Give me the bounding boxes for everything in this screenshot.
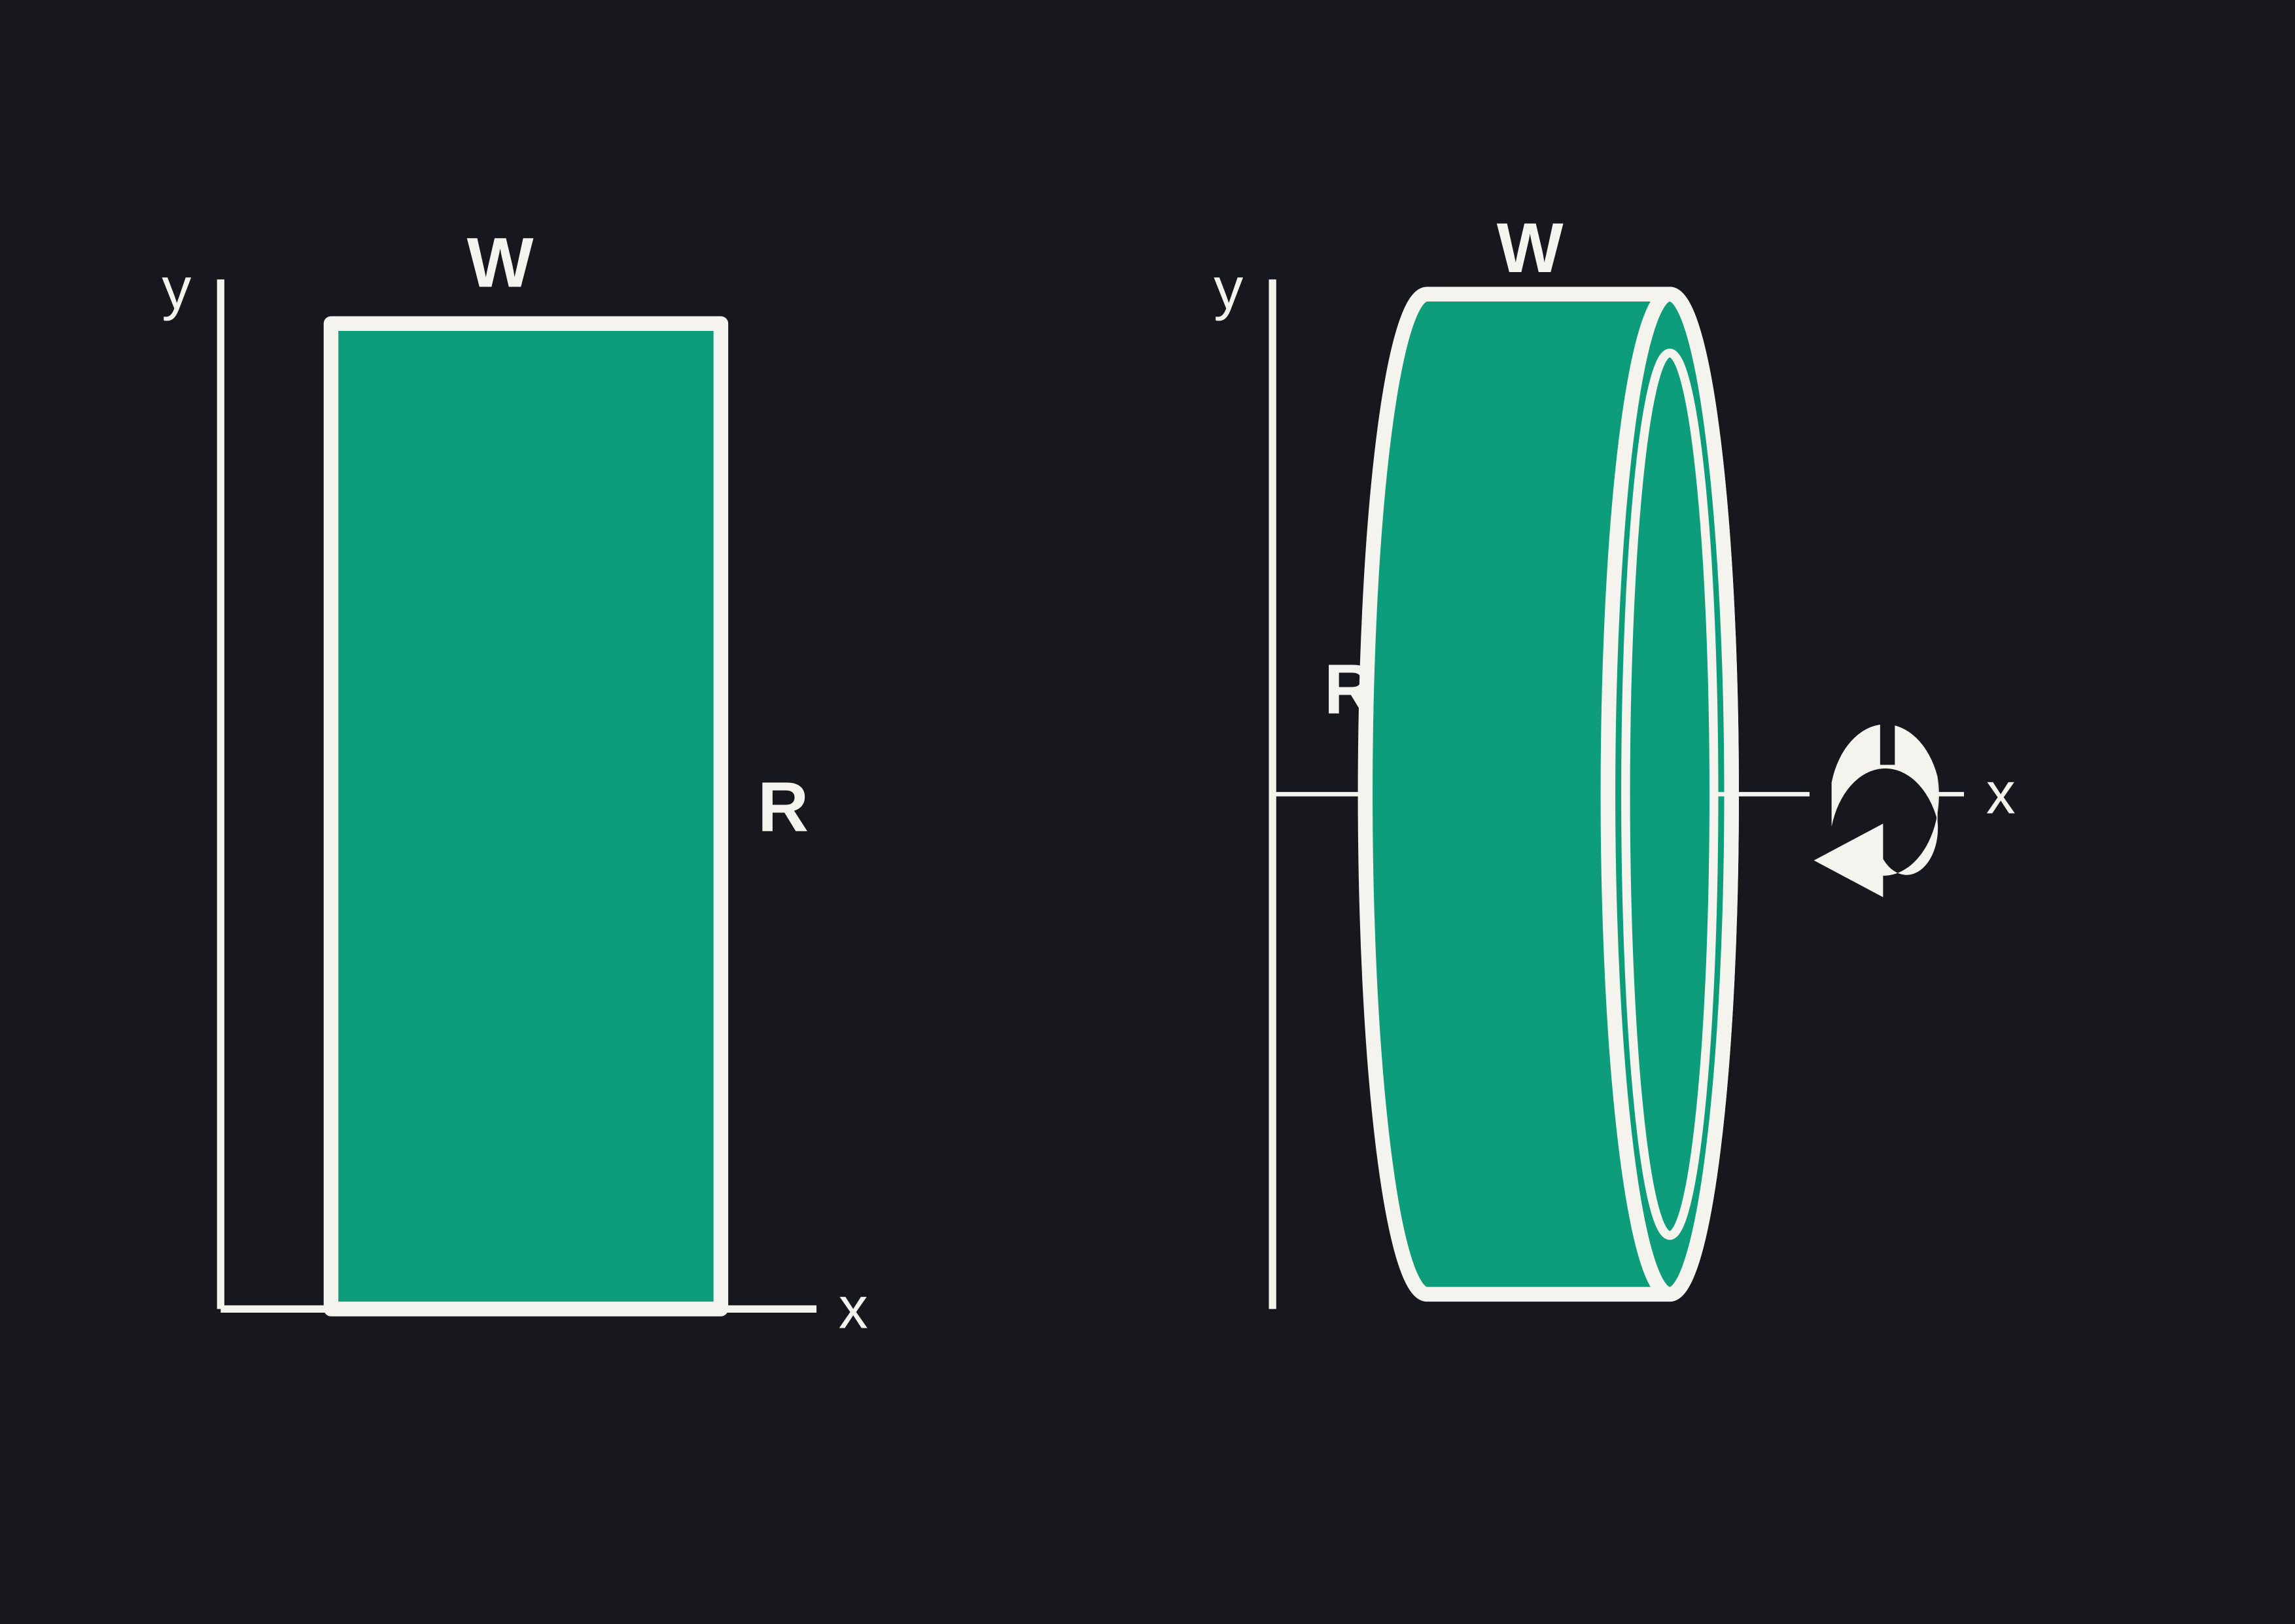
right-y-label: y (1214, 256, 1243, 322)
right-R-label: R (1324, 649, 1375, 729)
left-R-label: R (758, 767, 809, 846)
left-W-label: W (467, 222, 534, 302)
left-x-label: x (839, 1276, 868, 1341)
left-y-label: y (162, 256, 191, 322)
right-W-label: W (1497, 208, 1564, 287)
diagram-canvas: y x W R y (0, 0, 2295, 1624)
left-rectangle (331, 324, 721, 1309)
cylinder-right-inner (1626, 353, 1714, 1235)
right-x-label: x (1986, 761, 2016, 827)
